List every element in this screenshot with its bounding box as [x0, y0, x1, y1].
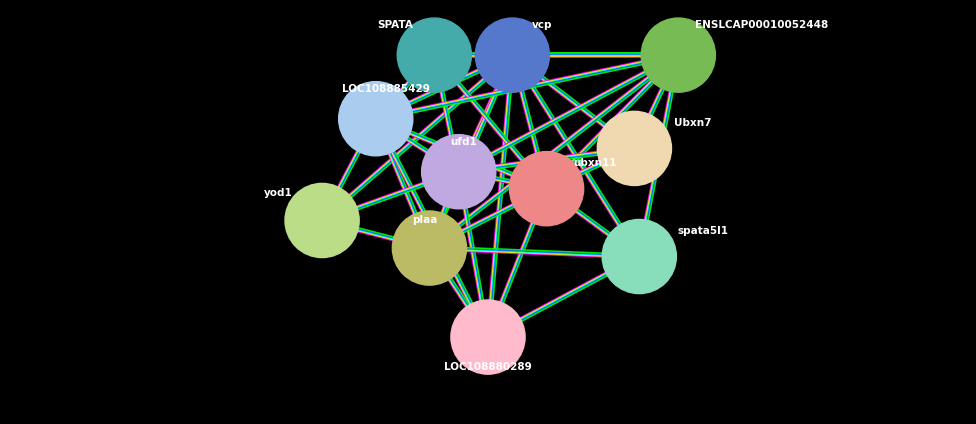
- Ellipse shape: [475, 18, 549, 92]
- Ellipse shape: [397, 18, 471, 92]
- Ellipse shape: [597, 112, 671, 185]
- Ellipse shape: [422, 135, 496, 209]
- Ellipse shape: [602, 220, 676, 293]
- Text: SPATA: SPATA: [378, 20, 413, 31]
- Text: spata5l1: spata5l1: [677, 226, 728, 236]
- Text: LOC108885429: LOC108885429: [342, 84, 429, 94]
- Ellipse shape: [641, 18, 715, 92]
- Text: ubxn11: ubxn11: [574, 158, 617, 168]
- Ellipse shape: [339, 82, 413, 156]
- Ellipse shape: [285, 184, 359, 257]
- Text: Ubxn7: Ubxn7: [674, 118, 712, 128]
- Ellipse shape: [392, 211, 467, 285]
- Text: plaa: plaa: [412, 215, 437, 226]
- Text: LOC108880289: LOC108880289: [444, 362, 532, 372]
- Text: vcp: vcp: [531, 20, 552, 31]
- Text: ENSLCAP00010052448: ENSLCAP00010052448: [695, 20, 828, 31]
- Text: yod1: yod1: [264, 188, 293, 198]
- Ellipse shape: [451, 300, 525, 374]
- Ellipse shape: [509, 152, 584, 226]
- Text: ufd1: ufd1: [450, 137, 477, 147]
